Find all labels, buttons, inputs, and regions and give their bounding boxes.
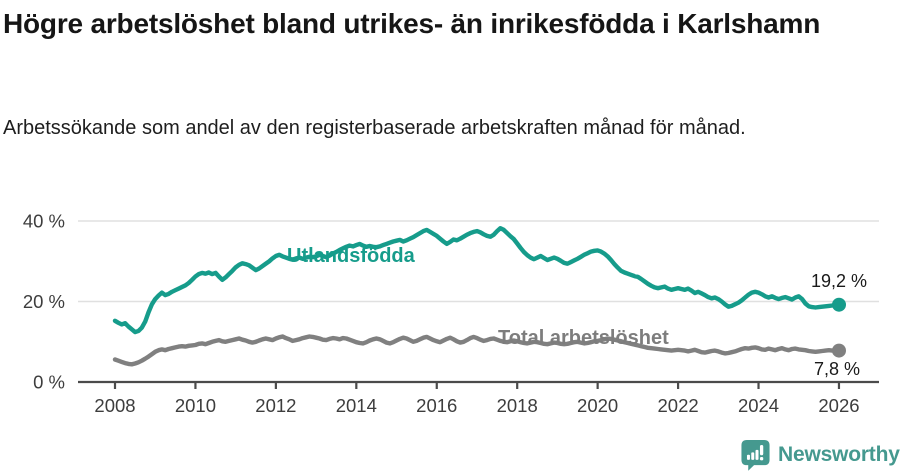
y-tick-label-40: 40 % xyxy=(23,211,65,232)
x-tick-label-2008: 2008 xyxy=(94,395,135,416)
chart-subtitle: Arbetssökande som andel av den registerb… xyxy=(3,117,746,139)
x-tick-label-2014: 2014 xyxy=(336,395,377,416)
newsworthy-wordmark: Newsworthy xyxy=(778,442,900,466)
x-tick-label-2010: 2010 xyxy=(175,395,216,416)
x-tick-label-2018: 2018 xyxy=(497,395,538,416)
y-tick-label-20: 20 % xyxy=(23,291,65,312)
end-value-total-arbetsloshet: 7,8 % xyxy=(813,359,860,379)
x-tick-label-2020: 2020 xyxy=(577,395,618,416)
x-tick-label-2016: 2016 xyxy=(416,395,457,416)
x-tick-label-2024: 2024 xyxy=(738,395,779,416)
series-label-utlandsfodda: Utlandsfödda xyxy=(287,245,415,267)
series-label-total-arbetsloshet: Total arbetslöshet xyxy=(498,327,669,349)
series-end-dot-1 xyxy=(832,343,846,358)
series-line-1 xyxy=(112,334,842,367)
x-tick-label-2022: 2022 xyxy=(658,395,699,416)
series-line-0 xyxy=(112,225,842,335)
end-value-utlandsfodda: 19,2 % xyxy=(810,271,867,291)
page-title: Högre arbetslöshet bland utrikes- än inr… xyxy=(3,8,821,39)
newsworthy-bar-chart-bubble-icon xyxy=(741,439,770,471)
newsworthy-logo-link[interactable]: Newsworthy xyxy=(740,438,900,471)
y-tick-label-0: 0 % xyxy=(33,372,65,393)
x-tick-label-2026: 2026 xyxy=(818,395,859,416)
x-tick-label-2012: 2012 xyxy=(255,395,296,416)
series-end-dot-0 xyxy=(832,297,846,312)
